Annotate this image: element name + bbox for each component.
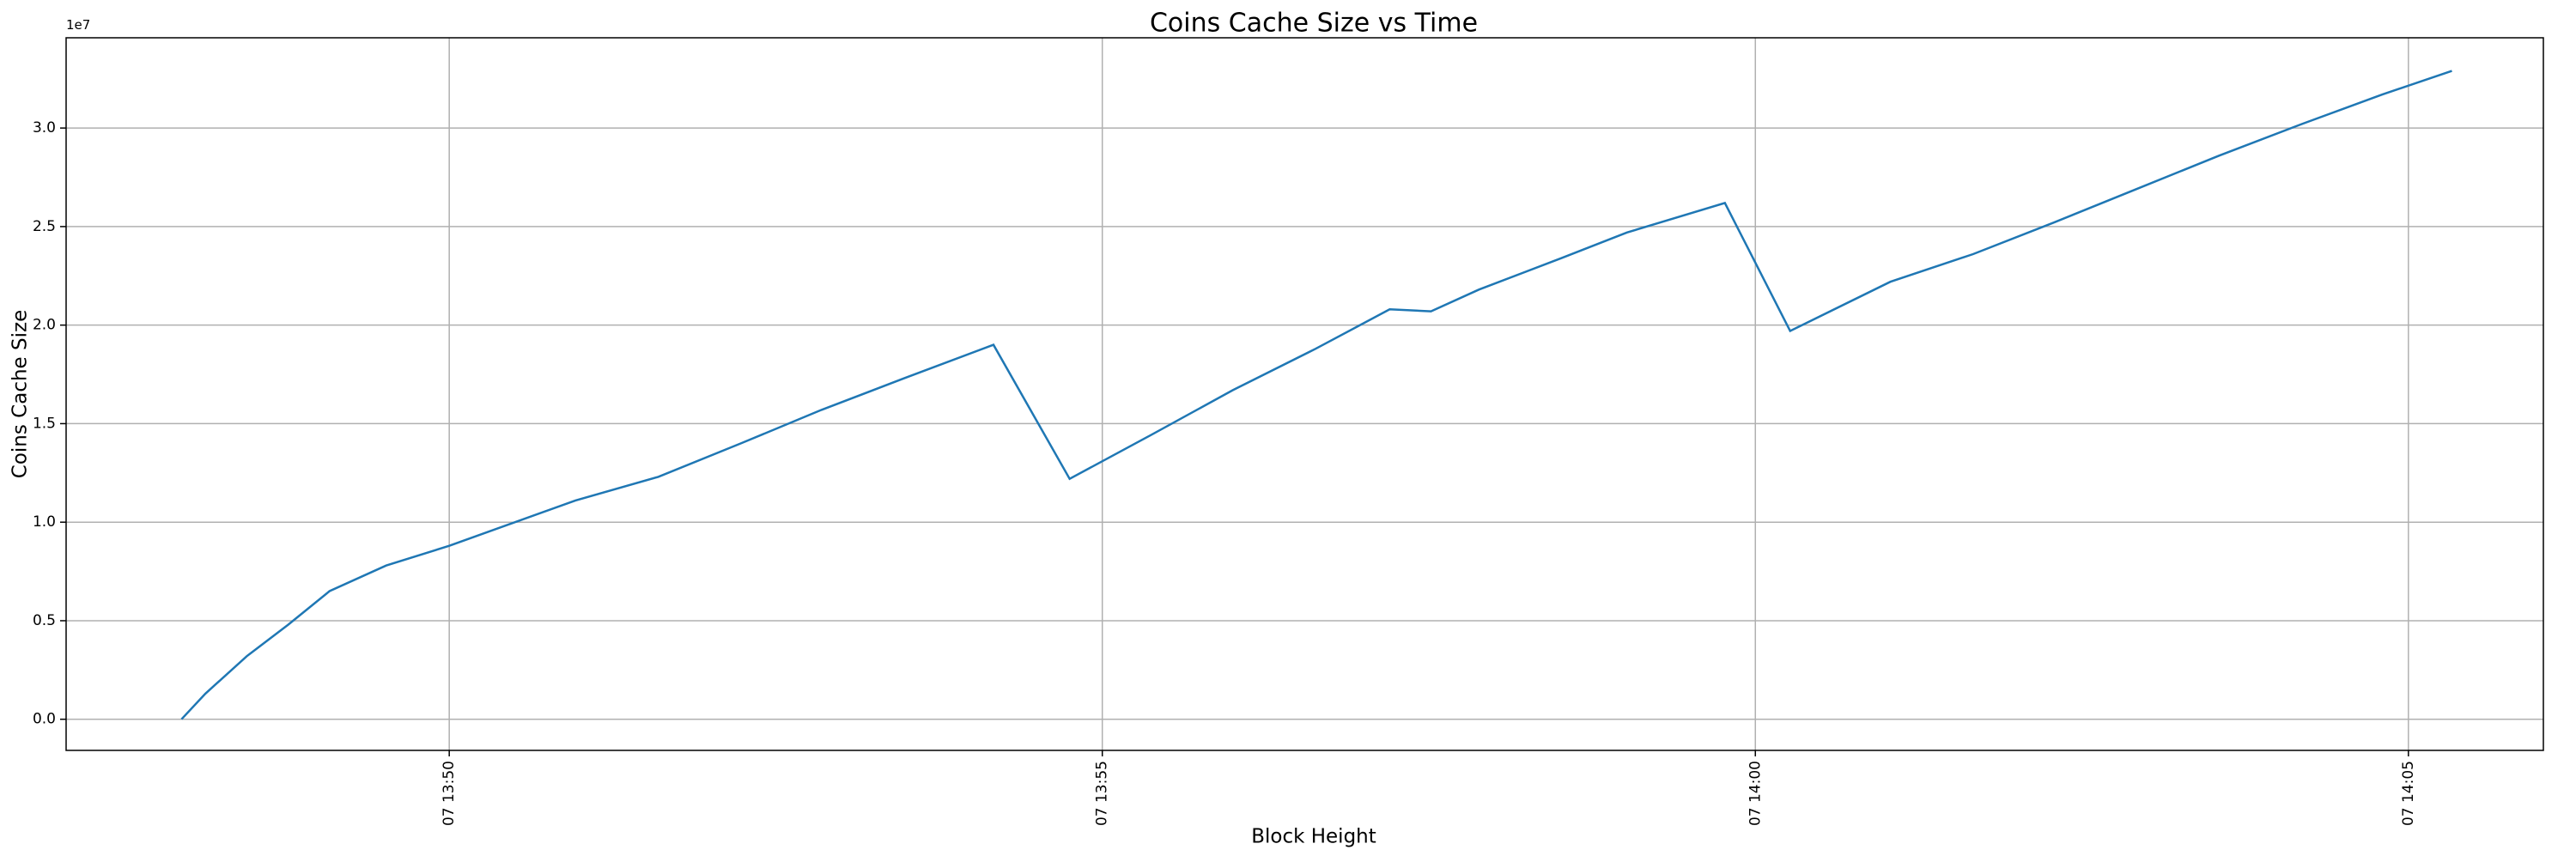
y-axis-label: Coins Cache Size [9,310,32,478]
y-tick-label: 0.0 [33,711,56,728]
y-tick-label: 0.5 [33,612,56,629]
plot-frame [65,37,2544,751]
x-tick-label: 07 13:55 [1094,761,1111,826]
y-tick-label: 1.5 [33,415,56,432]
data-line [180,70,2452,720]
y-tick-label: 1.0 [33,513,56,531]
x-tick-label: 07 13:50 [440,761,458,826]
x-axis-label: Block Height [1251,826,1376,848]
x-tick-label: 07 14:00 [1747,761,1764,826]
y-tick-label: 2.0 [33,317,56,334]
x-tick-label: 07 14:05 [2400,761,2417,826]
chart-title: Coins Cache Size vs Time [1150,9,1478,39]
y-tick-label: 3.0 [33,119,56,137]
y-offset-label: 1e7 [66,17,90,33]
y-tick-label: 2.5 [33,218,56,235]
